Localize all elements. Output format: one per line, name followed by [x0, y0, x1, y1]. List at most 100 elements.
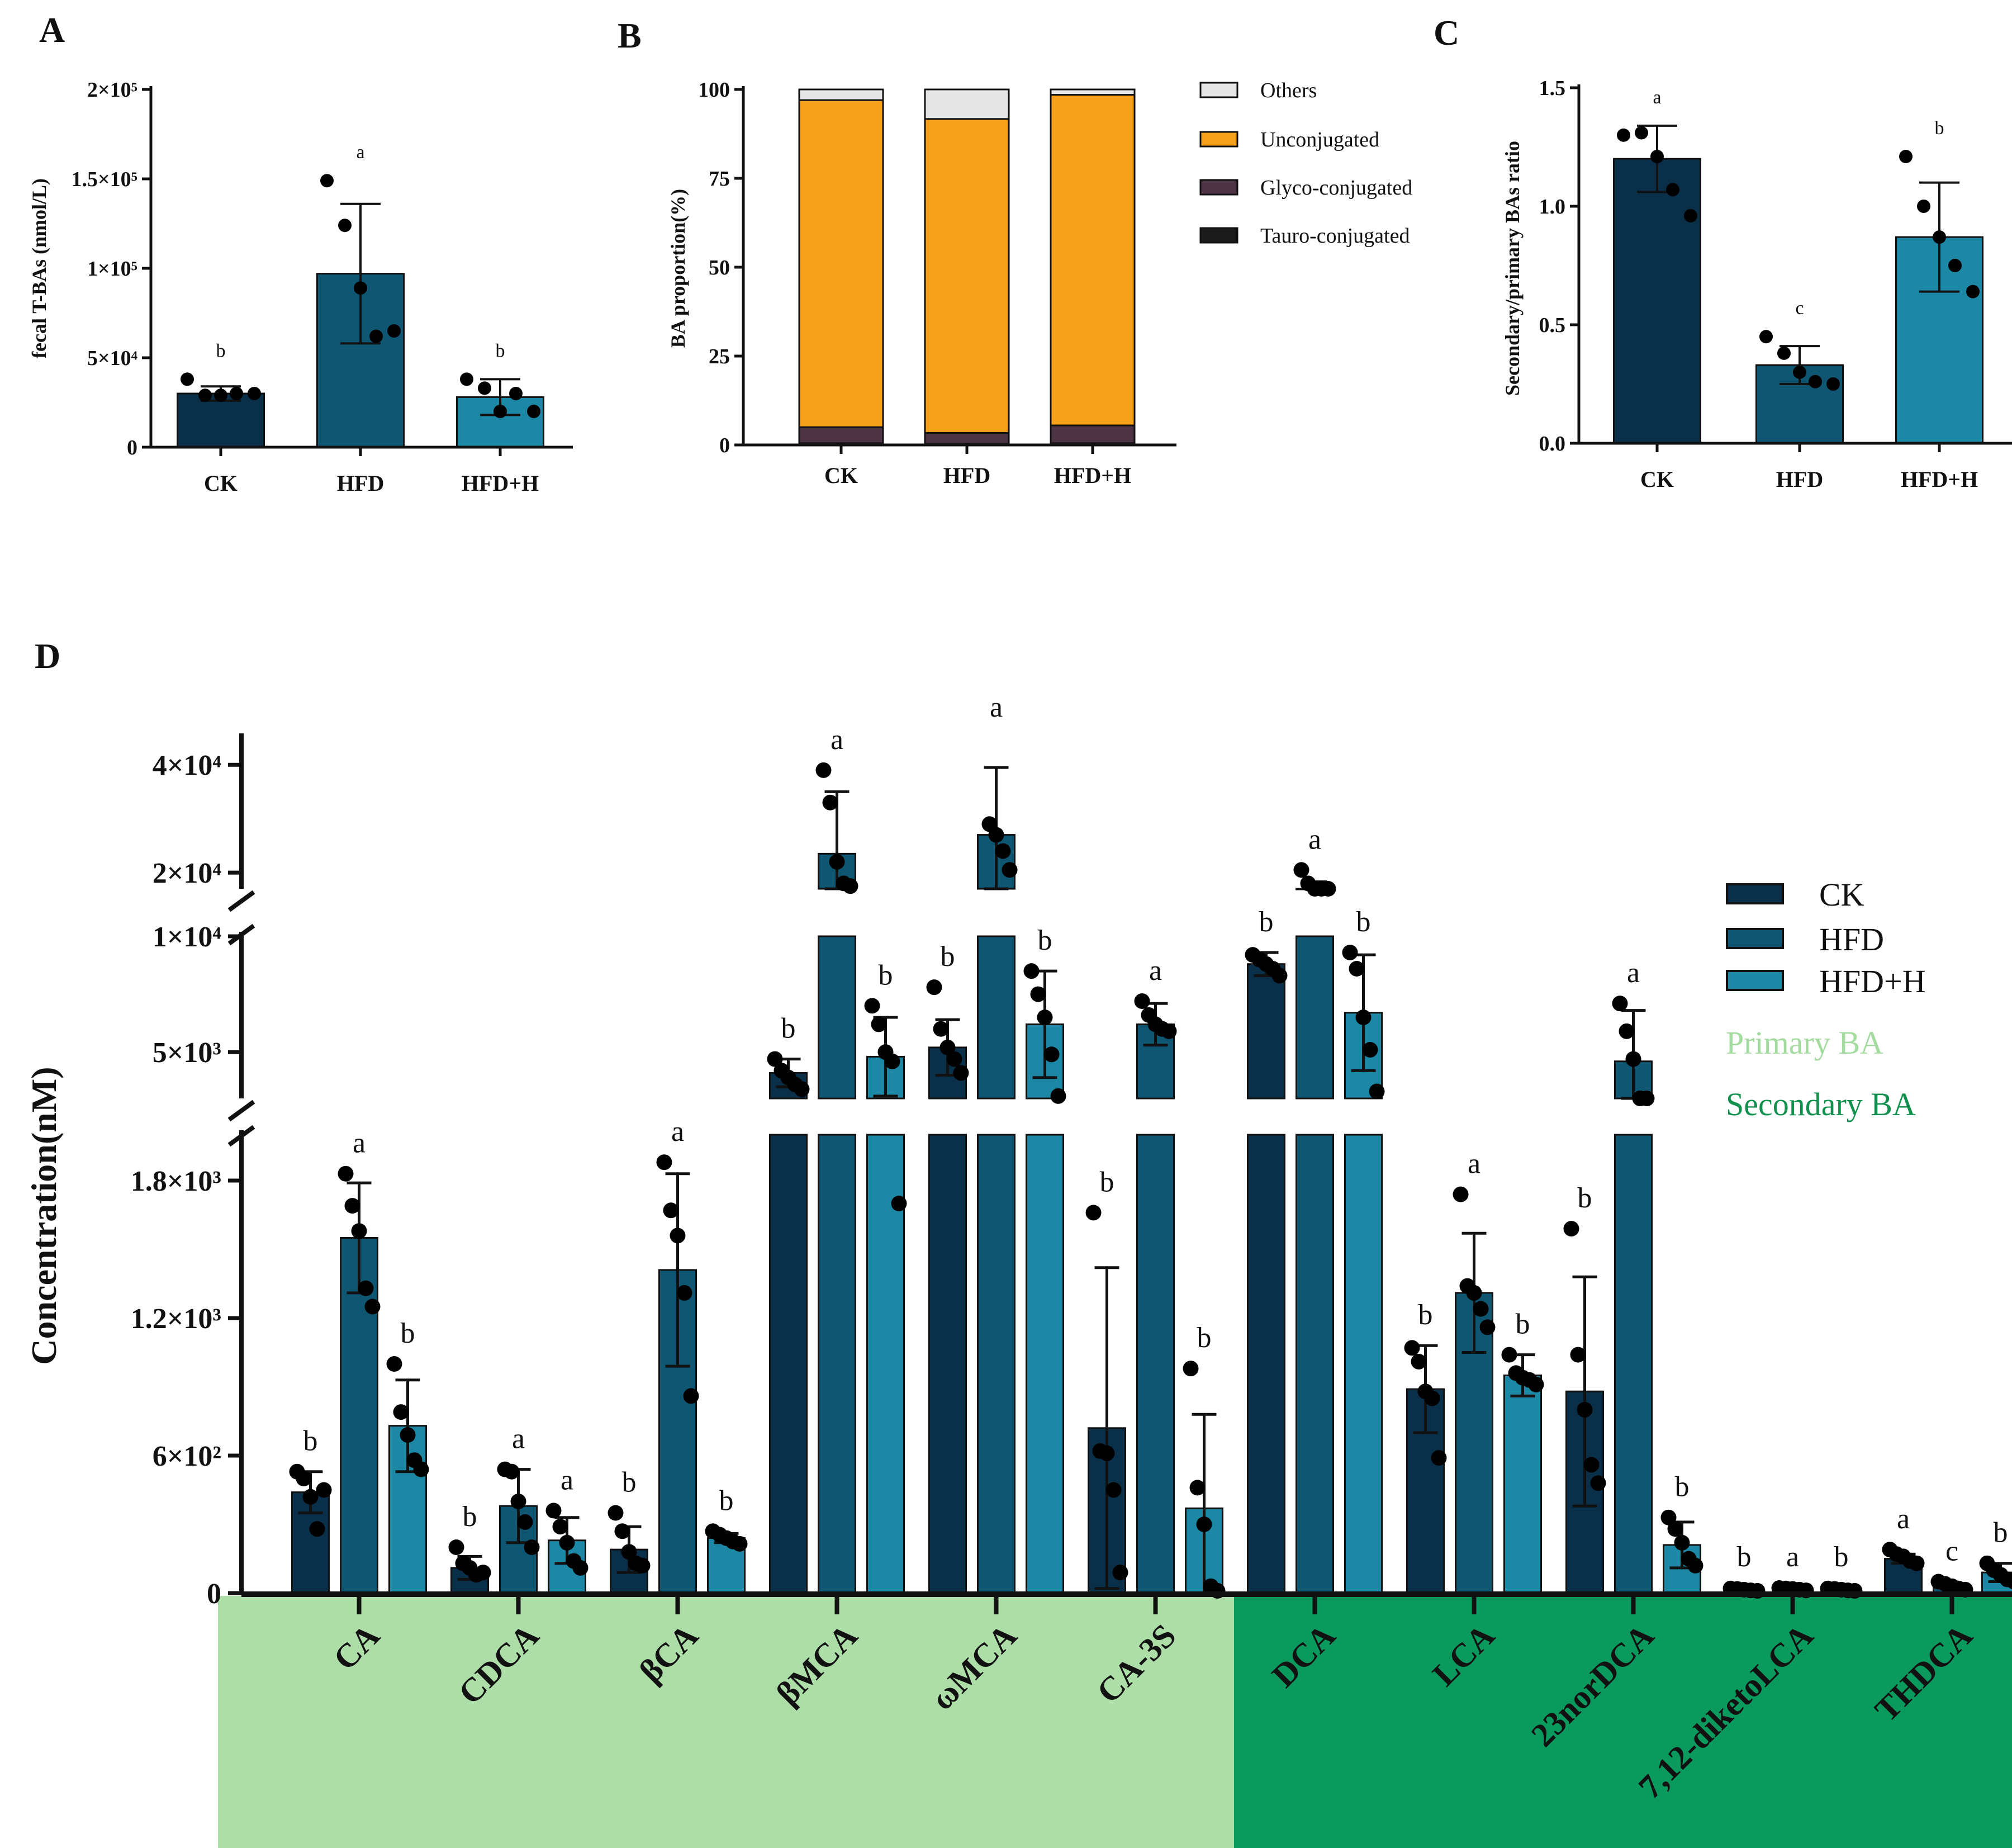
- panel-b-legend: Others Unconjugated Glyco-conjugated Tauro-…: [1199, 79, 1412, 248]
- data-point: [1660, 1509, 1677, 1525]
- significance-letter: a: [356, 142, 364, 163]
- significance-letter: b: [401, 1318, 415, 1349]
- bar-hfdh-piece: [388, 1425, 427, 1594]
- panel-d: D b a b b a a b a b b a b b a b b a b b a b b a b b a b b a b a c b 0 6×1…: [24, 636, 2012, 1848]
- data-point: [1583, 1457, 1600, 1473]
- data-point: [1809, 375, 1822, 388]
- significance-letter: b: [1100, 1166, 1114, 1198]
- y-tick-label: 2×10⁵: [87, 78, 137, 102]
- x-tick-label: HFD+H: [1901, 467, 1978, 492]
- axis-break-mark: [227, 890, 255, 912]
- significance-letter: b: [879, 959, 893, 991]
- data-point: [1085, 1205, 1102, 1221]
- data-point: [316, 1482, 332, 1498]
- stack-segment-glyco-conjugated: [924, 432, 1010, 444]
- data-point: [338, 219, 352, 233]
- y-tick-label: 100: [698, 78, 730, 102]
- significance-letter: b: [1834, 1541, 1849, 1573]
- data-point: [1134, 993, 1150, 1009]
- significance-letter: a: [1149, 955, 1162, 987]
- data-point: [338, 1165, 354, 1182]
- data-point: [842, 878, 858, 894]
- data-point: [939, 1039, 956, 1055]
- data-point: [1777, 346, 1791, 360]
- data-point: [1369, 1083, 1385, 1100]
- panel-a-axes: 0 5×10⁴ 1×10⁵ 1.5×10⁵ 2×10⁵ CK HFD HFD+H: [71, 78, 573, 496]
- secondary-ba-background: [1234, 1596, 2012, 1848]
- significance-letter: a: [353, 1127, 366, 1159]
- legend-label: HFD+H: [1819, 963, 1926, 999]
- data-point: [386, 1356, 402, 1372]
- panel-b-axes: 0 25 50 75 100 CK HFD HFD+H: [698, 78, 1176, 488]
- data-point: [364, 1299, 381, 1315]
- panel-d-label: D: [35, 636, 60, 676]
- significance-letter: a: [1653, 87, 1661, 108]
- bar-hfdh-piece: [1026, 1134, 1064, 1594]
- data-point: [988, 827, 1004, 843]
- panel-c-ylabel: Secondary/primary BAs ratio: [1501, 141, 1524, 396]
- bar-hfd-piece: [340, 1237, 378, 1594]
- data-point: [1528, 1376, 1544, 1392]
- panel-d-ylabel: Concentration(nM): [24, 1067, 64, 1364]
- data-point: [767, 1051, 783, 1067]
- significance-letter: a: [831, 724, 843, 756]
- data-point: [1362, 1042, 1378, 1058]
- data-point: [354, 281, 367, 295]
- data-point: [475, 1565, 491, 1581]
- panel-d-bars: b a b b a a b a b b a b b a b b a b b a b b a b b a b b a b a c b: [289, 691, 2012, 1599]
- data-point: [1479, 1319, 1496, 1335]
- significance-letter: b: [496, 340, 505, 361]
- primary-ba-background: [218, 1596, 1234, 1848]
- data-point: [1424, 1390, 1440, 1406]
- data-point: [1189, 1480, 1206, 1496]
- data-point: [517, 1514, 533, 1530]
- data-point: [1899, 149, 1913, 163]
- data-point: [545, 1503, 562, 1519]
- data-point: [926, 979, 942, 996]
- data-point: [1635, 126, 1648, 140]
- bar-hfd-piece: [977, 935, 1016, 1100]
- data-point: [552, 1519, 568, 1535]
- significance-letter: b: [1197, 1322, 1212, 1354]
- data-point: [1037, 1010, 1053, 1025]
- x-tick-label: CK: [204, 471, 238, 496]
- significance-letter: a: [1468, 1148, 1480, 1180]
- data-point: [1933, 230, 1946, 244]
- bar-ck-piece: [769, 1134, 808, 1594]
- data-point: [822, 794, 838, 811]
- data-point: [1612, 996, 1628, 1012]
- significance-letter: a: [1627, 957, 1640, 989]
- bar-hfd-piece: [818, 1134, 856, 1594]
- data-point: [614, 1523, 630, 1539]
- data-point: [995, 843, 1011, 859]
- y-tick-label: 5×10³: [153, 1037, 221, 1069]
- y-tick-label: 1.5×10⁵: [71, 168, 137, 191]
- y-tick-label: 50: [709, 256, 730, 279]
- stack-segment-unconjugated: [798, 99, 884, 428]
- data-point: [1342, 945, 1358, 960]
- data-point: [815, 762, 832, 778]
- panel-b-ylabel: BA proportion(%): [667, 189, 689, 348]
- y-tick-label: 1.8×10³: [131, 1165, 221, 1197]
- significance-letter: b: [1259, 906, 1274, 938]
- significance-letter: b: [1516, 1309, 1530, 1340]
- x-tick-label: CK: [1640, 467, 1674, 492]
- data-point: [448, 1539, 464, 1555]
- significance-letter: b: [303, 1425, 318, 1457]
- y-tick-label: 0.0: [1539, 432, 1566, 456]
- data-point: [1002, 862, 1018, 878]
- stack-segment-glyco-conjugated: [1050, 424, 1136, 444]
- panel-c-axes: 0.0 0.5 1.0 1.5 CK HFD HFD+H: [1539, 77, 2012, 492]
- stack-segment-others: [1050, 88, 1136, 96]
- data-point: [1404, 1340, 1420, 1356]
- bar-hfd-piece: [1296, 935, 1334, 1100]
- significance-letter: a: [1308, 823, 1321, 855]
- data-point: [509, 387, 523, 400]
- y-tick-label: 2×10⁴: [153, 857, 222, 889]
- data-point: [504, 1463, 520, 1480]
- data-point: [413, 1461, 429, 1477]
- significance-letter: a: [671, 1116, 684, 1148]
